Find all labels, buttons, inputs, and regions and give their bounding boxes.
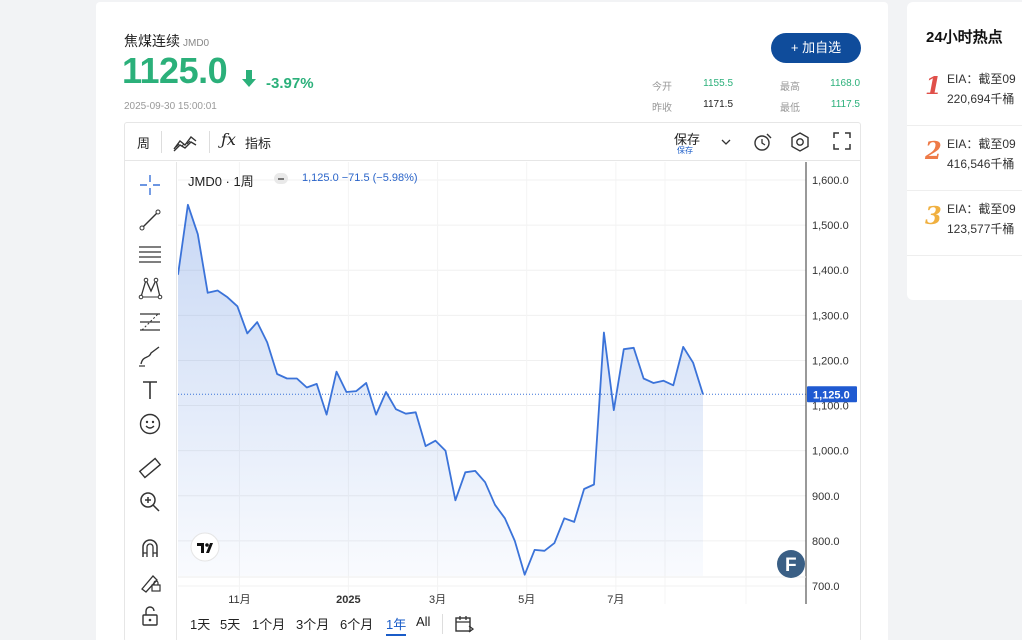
low-label: 最低 (780, 103, 800, 114)
hot-news-item[interactable]: 2 EIA：截至09 416,546千桶 (907, 127, 1022, 191)
quote-panel: 焦煤连续 JMD0 1125.0 -3.97% 2025-09-30 15:00:… (96, 2, 888, 640)
legend-values: 1,125.0 −71.5 (−5.98%) (302, 172, 418, 184)
price-area-fill (178, 204, 703, 577)
hot-rank: 1 (925, 71, 942, 100)
collapse-legend-icon[interactable] (274, 173, 288, 184)
price-line (177, 203, 704, 576)
pattern-icon[interactable] (137, 275, 163, 301)
drawing-toolbar (125, 162, 177, 640)
save-status: 保存 (677, 146, 693, 155)
fullscreen-icon[interactable] (833, 132, 851, 150)
indicators-button[interactable]: 指标 (245, 136, 272, 151)
y-tick-label: 1,100.0 (812, 401, 849, 413)
y-tick-label: 1,000.0 (812, 446, 849, 458)
price-chart[interactable]: 1,600.0 1,500.0 1,400.0 1,300.0 1,200.0 1,100… (177, 162, 860, 606)
timeframe-4[interactable]: 3个月 (296, 617, 330, 632)
chevron-down-icon[interactable] (721, 138, 731, 146)
hot-headline: EIA：截至09 (947, 137, 1016, 151)
y-tick-label: 900.0 (812, 491, 840, 503)
y-tick-label: 700.0 (812, 581, 840, 593)
alert-icon[interactable] (753, 132, 773, 152)
chart-type-icon[interactable] (173, 132, 197, 152)
instrument-name: 焦煤连续 JMD0 (124, 33, 210, 49)
change-percent: -3.97% (266, 75, 314, 92)
y-tick-label: 1,300.0 (812, 310, 849, 322)
hot-news-item[interactable]: 1 EIA：截至09 220,694千桶 (907, 62, 1022, 126)
svg-text:F: F (785, 555, 797, 576)
timeframe-1[interactable]: 1天 (190, 617, 211, 632)
x-tick-label: 11月 (228, 594, 250, 604)
f-badge-icon: F (777, 550, 805, 578)
hot-news-title: 24小时热点 (926, 29, 1003, 46)
function-icon[interactable]: ƒx (221, 130, 236, 149)
brush-icon[interactable] (137, 343, 163, 369)
settings-icon[interactable] (789, 131, 811, 153)
hot-subline: 123,577千桶 (947, 222, 1015, 236)
arrow-down-icon (242, 70, 256, 87)
open-value: 1155.5 (703, 78, 733, 89)
hot-rank: 3 (925, 201, 942, 230)
y-tick-label: 1,500.0 (812, 220, 849, 232)
timeframe-5[interactable]: 6个月 (340, 617, 374, 632)
hot-news-panel: 24小时热点 1 EIA：截至09 220,694千桶 2 EIA：截至09 416,54… (907, 2, 1022, 300)
add-to-watchlist-button[interactable]: + 加自选 (771, 33, 861, 63)
timeframe-2[interactable]: 5天 (220, 617, 241, 632)
hot-headline: EIA：截至09 (947, 202, 1016, 216)
horizontal-lines-icon[interactable] (137, 241, 163, 267)
y-tick-label: 1,600.0 (812, 175, 849, 187)
prev-close-label: 昨收 (652, 103, 672, 114)
interval-button[interactable]: 周 (137, 136, 151, 151)
magnet-icon[interactable] (137, 535, 163, 561)
lock-icon[interactable] (137, 603, 163, 629)
legend-symbol: JMD0 · 1周 (188, 174, 254, 189)
last-price: 1125.0 (122, 50, 228, 91)
timeframe-bar: 1天 5天 1个月 3个月 6个月 1年 All (178, 606, 860, 640)
timeframe-3[interactable]: 1个月 (252, 617, 286, 632)
emoji-icon[interactable] (137, 411, 163, 437)
instrument-symbol: JMD0 (183, 38, 210, 49)
tradingview-logo-icon (190, 532, 220, 562)
chart-widget: 周 ƒx 指标 保存 保存 (124, 122, 861, 640)
fib-icon[interactable] (137, 309, 163, 335)
toolbar-divider (209, 131, 210, 153)
chart-toolbar: 周 ƒx 指标 保存 保存 (125, 123, 860, 161)
low-value: 1117.5 (830, 99, 860, 110)
timeframe-7[interactable]: All (416, 614, 431, 629)
x-tick-label: 2025 (336, 594, 360, 604)
hot-subline: 416,546千桶 (947, 157, 1015, 171)
text-icon[interactable] (137, 377, 163, 403)
prev-close-value: 1171.5 (703, 99, 733, 110)
last-price-badge (807, 386, 857, 403)
date-range-icon[interactable] (454, 614, 474, 634)
x-tick-label: 3月 (429, 594, 446, 604)
hot-headline: EIA：截至09 (947, 72, 1016, 86)
x-tick-label: 5月 (518, 594, 535, 604)
chart-canvas[interactable]: 1,600.0 1,500.0 1,400.0 1,300.0 1,200.0 1,100… (177, 162, 860, 606)
timeframe-divider (442, 614, 443, 634)
y-tick-label: 800.0 (812, 536, 840, 548)
trend-line-icon[interactable] (137, 207, 163, 233)
hot-news-item[interactable]: 3 EIA：截至09 123,577千桶 (907, 192, 1022, 256)
high-value: 1168.0 (830, 78, 860, 89)
hot-subline: 220,694千桶 (947, 92, 1015, 106)
hot-rank: 2 (925, 136, 942, 165)
lock-draw-icon[interactable] (137, 569, 163, 595)
x-tick-label: 7月 (607, 594, 624, 604)
high-label: 最高 (780, 82, 800, 93)
y-tick-label: 1,400.0 (812, 265, 849, 277)
last-price-label: 1,125.0 (813, 389, 850, 401)
quote-time: 2025-09-30 15:00:01 (124, 101, 217, 112)
save-button[interactable]: 保存 (674, 132, 701, 147)
crosshair-icon[interactable] (137, 172, 163, 198)
toolbar-divider (161, 131, 162, 153)
zoom-in-icon[interactable] (137, 489, 163, 515)
y-tick-label: 1,200.0 (812, 355, 849, 367)
open-label: 今开 (652, 82, 672, 93)
ruler-icon[interactable] (137, 455, 163, 481)
timeframe-6[interactable]: 1年 (386, 614, 407, 636)
